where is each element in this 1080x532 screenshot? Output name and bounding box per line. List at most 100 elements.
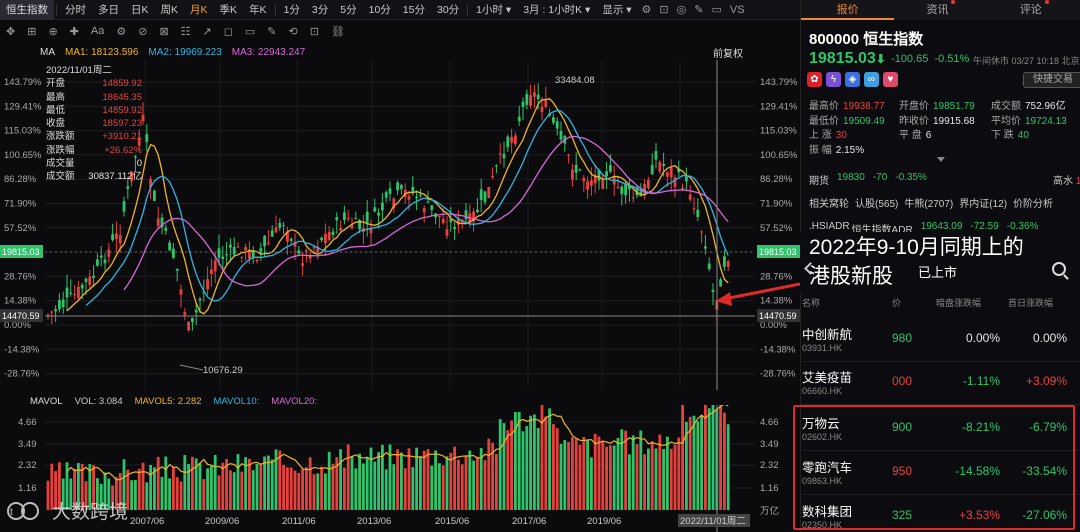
infobox-value: +26.62% [104, 144, 142, 156]
volume-bar [282, 464, 285, 510]
drawing-tool-icon[interactable]: ✚ [69, 25, 79, 38]
drawing-tool-icon[interactable]: ⊡ [309, 25, 319, 38]
period-tab[interactable]: 显示 ▾ [602, 3, 632, 16]
volume-bar [597, 436, 601, 510]
settings-icon[interactable]: ⚙ [641, 4, 652, 16]
stock-list-item[interactable]: 万物云 02602.HK 900 -8.21% -6.79% [800, 407, 1080, 451]
drawing-tool-icon[interactable]: ⊞ [27, 25, 37, 38]
ma-label[interactable]: MA [40, 46, 55, 58]
stock-list-item[interactable]: 零跑汽车 09863.HK 950 -14.58% -33.54% [800, 451, 1080, 495]
period-tab[interactable]: 15分 [402, 3, 425, 16]
period-tab[interactable]: 恒生指数 [0, 0, 54, 20]
volume-bar [339, 449, 342, 510]
drawing-tool-icon[interactable]: ↗ [202, 25, 212, 38]
period-tab[interactable]: 分时 [65, 3, 86, 16]
drawing-tool-icon[interactable]: ⛓ [330, 25, 345, 38]
drawing-tool-icon[interactable]: ⚙ [116, 25, 127, 38]
period-tab[interactable]: 1小时 ▾ [476, 3, 512, 16]
drawing-tool-icon[interactable]: Aa [90, 25, 105, 37]
quote-key: 成交额 [991, 101, 1021, 112]
period-tab[interactable]: 周K [160, 3, 179, 16]
period-tab[interactable]: 30分 [436, 3, 460, 16]
volume-bar [118, 473, 122, 510]
drawing-tool-icon[interactable]: ✥ [6, 25, 16, 38]
chevron-down-icon[interactable] [937, 157, 945, 163]
related-link[interactable]: 相关窝轮 [809, 199, 849, 210]
futures-row[interactable]: 期货 19830 -70 -0.35% 高水 15 [809, 172, 1080, 187]
lightning-icon[interactable]: ϟ [826, 72, 841, 87]
period-tab[interactable]: 季K [219, 3, 238, 16]
period-tab[interactable]: 3分 [311, 3, 329, 16]
expand-icon[interactable]: ⊡ [659, 4, 669, 16]
quote-key: 开盘价 [899, 101, 929, 112]
stock-list-item[interactable]: 中创新航 03931.HK 980 0.00% 0.00% [800, 318, 1080, 362]
period-tab[interactable]: 10分 [368, 3, 391, 16]
panel-tab[interactable]: 报价 [801, 0, 895, 20]
header-grey[interactable]: 暗盘涨跌幅 [936, 298, 982, 308]
vs-button[interactable]: VS [729, 3, 745, 16]
candle-body [320, 237, 323, 241]
candle-body [536, 94, 540, 100]
drawing-tool-icon[interactable]: ⊠ [159, 25, 169, 38]
related-link[interactable]: 界内证(12) [959, 199, 1008, 210]
period-tab[interactable]: 多日 [98, 3, 119, 16]
volume-bar [559, 443, 563, 510]
volume-bar [381, 444, 384, 510]
candle-body [590, 180, 593, 186]
link-icon[interactable]: ∞ [864, 72, 879, 87]
pen-icon[interactable]: ✎ [694, 4, 704, 16]
drawing-tool-icon[interactable]: ◻ [223, 25, 233, 38]
period-tab[interactable]: 1分 [283, 3, 300, 16]
panel-tab[interactable]: 资讯 [894, 0, 987, 20]
quick-trade-button[interactable]: 快捷交易 [1023, 72, 1080, 88]
search-icon[interactable] [1052, 262, 1066, 276]
adjust-label[interactable]: 前复权 [713, 49, 743, 60]
drawing-tool-icon[interactable]: ⊘ [138, 25, 148, 38]
candle-body [107, 249, 111, 257]
candle-body [445, 229, 449, 236]
candle-body [103, 259, 107, 264]
volume-bar [324, 473, 327, 510]
layout-icon[interactable]: ▭ [711, 4, 722, 16]
drawing-tool-icon[interactable]: ⊕ [48, 25, 58, 38]
period-tab[interactable]: 日K [131, 3, 149, 16]
related-link[interactable]: 价阶分析 [1013, 199, 1054, 210]
drawing-tool-icon[interactable]: ✎ [267, 25, 277, 38]
candle-body [574, 164, 578, 173]
stock-list-item[interactable]: 数科集团 02350.HK 325 +3.53% -27.06% [800, 495, 1080, 532]
heart-icon[interactable]: ♥ [883, 72, 898, 87]
volume-bar [251, 470, 255, 510]
infobox-row: 开盘 14859.92 [46, 77, 142, 90]
candlestick-chart[interactable]: 143.79% 143.79% 129.41% 129.41% 115.03% 115.0… [0, 60, 800, 390]
volume-bar [312, 474, 316, 510]
camera-icon[interactable]: ◎ [676, 4, 687, 16]
drawing-tool-icon[interactable]: ☷ [180, 25, 191, 38]
drawing-tool-icon[interactable]: ▭ [244, 25, 256, 38]
volume-bar [137, 468, 141, 510]
header-first-day[interactable]: 首日涨跌幅 [1008, 298, 1054, 308]
period-tab[interactable]: 3月 : 1小时K ▾ [523, 3, 591, 16]
period-tab[interactable]: 5分 [340, 3, 357, 16]
drawing-tool-icon[interactable]: ⟲ [288, 25, 298, 38]
related-link[interactable]: 牛熊(2707) [904, 199, 954, 210]
candle-body [552, 117, 555, 123]
volume-chart[interactable]: 4.66 3.49 2.32 1.16 4.66 3.49 2.32 1.16 万亿 2007/0… [0, 405, 800, 532]
candle-body [282, 225, 285, 227]
period-tab[interactable]: 年K [249, 3, 267, 16]
stock-list-item[interactable]: 艾美疫苗 06660.HK 000 -1.11% +3.09% [800, 361, 1080, 405]
candle-body [472, 211, 475, 222]
volume-bar [419, 456, 422, 510]
volume-bar [521, 431, 525, 510]
first-day-change: -33.54% [1022, 464, 1067, 478]
panel-tab[interactable]: 评论 [988, 0, 1080, 20]
listed-tab[interactable]: 已上市 [918, 265, 958, 280]
period-tab[interactable]: 月K [190, 3, 208, 16]
mavol-label[interactable]: MAVOL [30, 396, 63, 407]
shield-icon[interactable]: ◈ [845, 72, 860, 87]
volume-bar [346, 444, 350, 510]
related-link[interactable]: 认股(565) [855, 199, 899, 210]
volume-bar [80, 463, 84, 510]
adr-row[interactable]: .HSIADR 恒生指数ADR 19643.09 -72.59 -0.36% [809, 221, 1038, 236]
volume-bar [54, 471, 57, 510]
candle-body [297, 250, 301, 254]
